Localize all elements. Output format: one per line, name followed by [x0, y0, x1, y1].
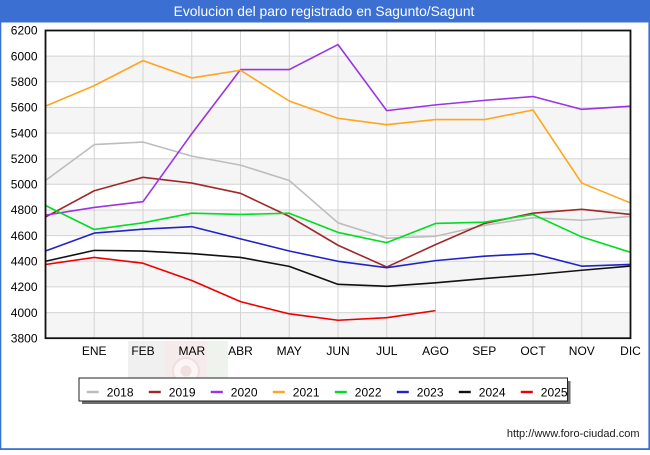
svg-text:NOV: NOV [569, 344, 595, 358]
svg-text:2023: 2023 [417, 385, 444, 399]
svg-text:5400: 5400 [11, 126, 38, 140]
svg-text:JUN: JUN [326, 344, 349, 358]
svg-text:5800: 5800 [11, 75, 38, 89]
svg-text:4200: 4200 [11, 280, 38, 294]
svg-text:5600: 5600 [11, 101, 38, 115]
svg-text:JUL: JUL [376, 344, 398, 358]
svg-text:2019: 2019 [169, 385, 196, 399]
svg-text:2021: 2021 [293, 385, 320, 399]
svg-text:4800: 4800 [11, 203, 38, 217]
svg-text:SEP: SEP [472, 344, 496, 358]
svg-text:AGO: AGO [422, 344, 449, 358]
svg-text:2022: 2022 [355, 385, 382, 399]
svg-text:OCT: OCT [520, 344, 546, 358]
svg-text:ENE: ENE [82, 344, 107, 358]
svg-text:5000: 5000 [11, 178, 38, 192]
svg-text:3800: 3800 [11, 331, 38, 345]
svg-text:6000: 6000 [11, 49, 38, 63]
svg-text:Evolucion del paro registrado: Evolucion del paro registrado en Sagunto… [174, 4, 475, 19]
svg-text:http://www.foro-ciudad.com: http://www.foro-ciudad.com [507, 428, 640, 440]
svg-text:MAY: MAY [277, 344, 302, 358]
svg-text:4000: 4000 [11, 306, 38, 320]
svg-text:ABR: ABR [228, 344, 253, 358]
svg-text:4400: 4400 [11, 255, 38, 269]
svg-text:6200: 6200 [11, 24, 38, 38]
svg-text:DIC: DIC [620, 344, 641, 358]
svg-text:MAR: MAR [178, 344, 205, 358]
svg-text:2024: 2024 [479, 385, 506, 399]
svg-text:2020: 2020 [231, 385, 258, 399]
svg-text:FEB: FEB [131, 344, 154, 358]
svg-text:5200: 5200 [11, 152, 38, 166]
svg-text:2025: 2025 [541, 385, 568, 399]
svg-text:2018: 2018 [107, 385, 134, 399]
svg-text:4600: 4600 [11, 229, 38, 243]
